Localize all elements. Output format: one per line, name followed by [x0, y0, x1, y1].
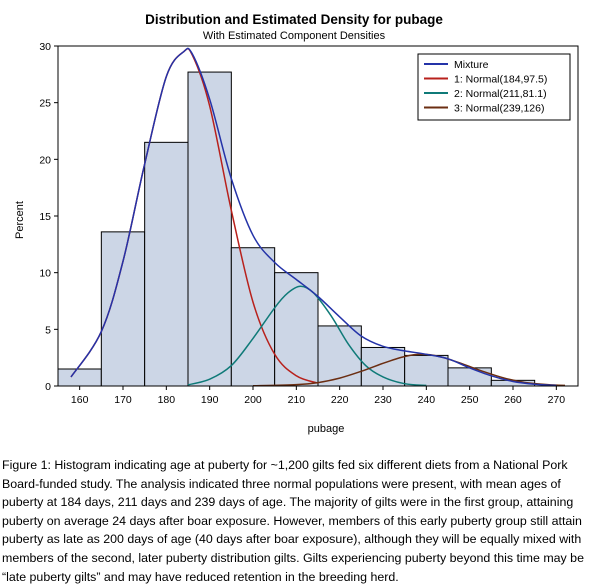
legend-label-3: 3: Normal(239,126)	[454, 103, 544, 115]
legend-label-0: Mixture	[454, 59, 489, 71]
x-tick-label-4: 200	[244, 394, 262, 406]
figure-caption: Figure 1: Histogram indicating age at pu…	[2, 458, 584, 584]
histogram-bar-8	[404, 354, 449, 387]
y-tick-label-2: 10	[39, 268, 51, 280]
density-line-0	[70, 47, 557, 387]
x-tick-label-0: 160	[71, 394, 89, 406]
x-tick-label-5: 210	[288, 394, 306, 406]
histogram-chart: Distribution and Estimated Density for p…	[14, 12, 579, 435]
histogram-bar-0	[57, 368, 102, 387]
y-axis-label: Percent	[14, 201, 26, 239]
x-tick-label-3: 190	[201, 394, 219, 406]
legend-label-2: 2: Normal(211,81.1)	[454, 88, 547, 100]
histogram-bar-7	[360, 346, 406, 387]
y-tick-label-5: 25	[39, 98, 51, 110]
y-tick-label-1: 5	[45, 324, 51, 336]
histogram-bar-6	[317, 325, 362, 387]
x-tick-label-10: 260	[504, 394, 522, 406]
histogram-bar-1	[100, 231, 146, 387]
x-tick-label-9: 250	[461, 394, 479, 406]
plot-area: 160 170 180 190 200 210 220 230 240 250 260 270 0 5 10…	[39, 41, 579, 406]
x-tick-label-11: 270	[548, 394, 566, 406]
chart-title: Distribution and Estimated Density for p…	[145, 12, 443, 27]
histogram-bar-2	[144, 141, 189, 387]
x-axis-label: pubage	[308, 423, 345, 435]
histogram-bar-9	[447, 367, 492, 387]
chart-subtitle: With Estimated Component Densities	[203, 30, 386, 42]
legend-label-1: 1: Normal(184,97.5)	[454, 74, 547, 86]
histogram-bar-5	[274, 272, 319, 387]
x-tick-label-2: 180	[158, 394, 176, 406]
y-tick-label-0: 0	[45, 381, 51, 393]
y-tick-label-3: 15	[39, 211, 51, 223]
histogram-bar-3	[187, 71, 232, 387]
chart-figure: Distribution and Estimated Density for p…	[14, 12, 579, 435]
x-tick-label-1: 170	[114, 394, 132, 406]
x-tick-label-6: 220	[331, 394, 349, 406]
x-tick-label-7: 230	[374, 394, 392, 406]
x-tick-label-8: 240	[418, 394, 436, 406]
y-tick-label-6: 30	[39, 41, 51, 53]
y-tick-label-4: 20	[39, 154, 51, 166]
